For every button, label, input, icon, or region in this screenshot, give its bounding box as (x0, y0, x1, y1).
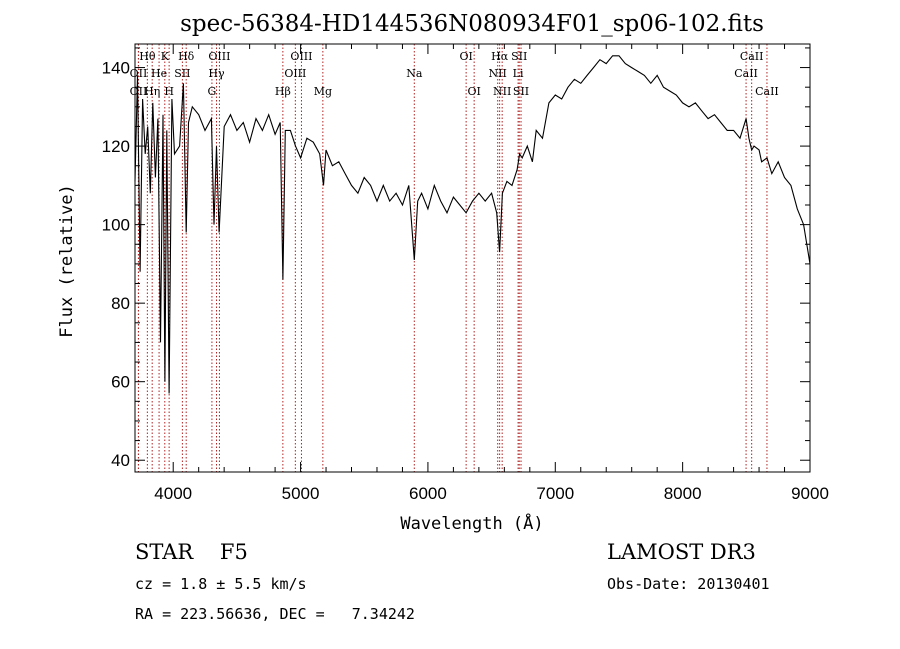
y-axis-label: Flux (relative) (57, 184, 77, 338)
observation-date: Obs-Date: 20130401 (607, 575, 770, 593)
spectral-line-label: OIII (284, 67, 306, 80)
spectral-line-label: Li (513, 67, 524, 80)
x-tick-label: 6000 (409, 484, 447, 503)
spectral-line-label: OII (130, 85, 148, 98)
x-axis-label: Wavelength (Å) (400, 512, 543, 534)
spectral-line-label: CaII (734, 67, 758, 80)
x-tick-label: 4000 (154, 484, 192, 503)
spectral-line-label: SII (513, 85, 529, 98)
spectral-line-label: Mg (314, 85, 332, 98)
x-tick-label: 7000 (536, 484, 574, 503)
y-tick-label: 80 (111, 294, 130, 313)
coordinates: RA = 223.56636, DEC = 7.34242 (135, 605, 415, 623)
spectral-line-label: CaII (740, 50, 764, 63)
spectral-line-label: Hγ (208, 67, 225, 80)
spectral-line-label: OII (130, 67, 148, 80)
spectral-line-label: SII (511, 50, 527, 63)
spectrum-series-line (134, 55, 811, 394)
spectral-line-label: NII (489, 67, 507, 80)
y-tick-label: 60 (111, 373, 130, 392)
spectral-line-label: SII (174, 67, 190, 80)
x-axis: 4000 5000 6000 7000 8000 9000 (154, 44, 829, 503)
spectral-line-label: OIII (208, 50, 230, 63)
x-tick-label: 8000 (664, 484, 702, 503)
spectral-line-label: OIII (290, 50, 312, 63)
y-tick-label: 100 (102, 216, 130, 235)
spectral-line-label: Hθ (139, 50, 156, 63)
spectral-line-label: OI (459, 50, 472, 63)
object-class: STAR F5 (135, 540, 248, 564)
y-tick-label: 120 (102, 137, 130, 156)
spectral-line-label: NII (493, 85, 511, 98)
redshift-cz: cz = 1.8 ± 5.5 km/s (135, 575, 307, 593)
spectral-line-markers (137, 44, 768, 472)
x-tick-label: 5000 (282, 484, 320, 503)
spectral-line-label: CaII (755, 85, 779, 98)
chart-title: spec-56384-HD144536N080934F01_sp06-102.f… (180, 11, 764, 37)
plot-frame (134, 43, 811, 473)
survey-name: LAMOST DR3 (607, 540, 756, 564)
x-tick-label: 9000 (791, 484, 829, 503)
y-tick-label: 140 (102, 59, 130, 78)
spectral-line-label: Hβ (275, 85, 291, 98)
y-tick-label: 40 (111, 451, 130, 470)
spectral-line-label: Hδ (178, 50, 195, 63)
spectral-line-label: G (208, 85, 217, 98)
spectral-line-label: Hη (144, 85, 160, 98)
spectral-line-label: He (151, 67, 167, 80)
spectral-line-label: OI (467, 85, 480, 98)
spectral-line-label: Hα (491, 50, 509, 63)
spectral-line-label: K (161, 50, 170, 63)
spectral-line-label: H (164, 85, 174, 98)
spectral-line-label: Na (406, 67, 423, 80)
y-axis: 40 60 80 100 120 140 (102, 47, 810, 470)
